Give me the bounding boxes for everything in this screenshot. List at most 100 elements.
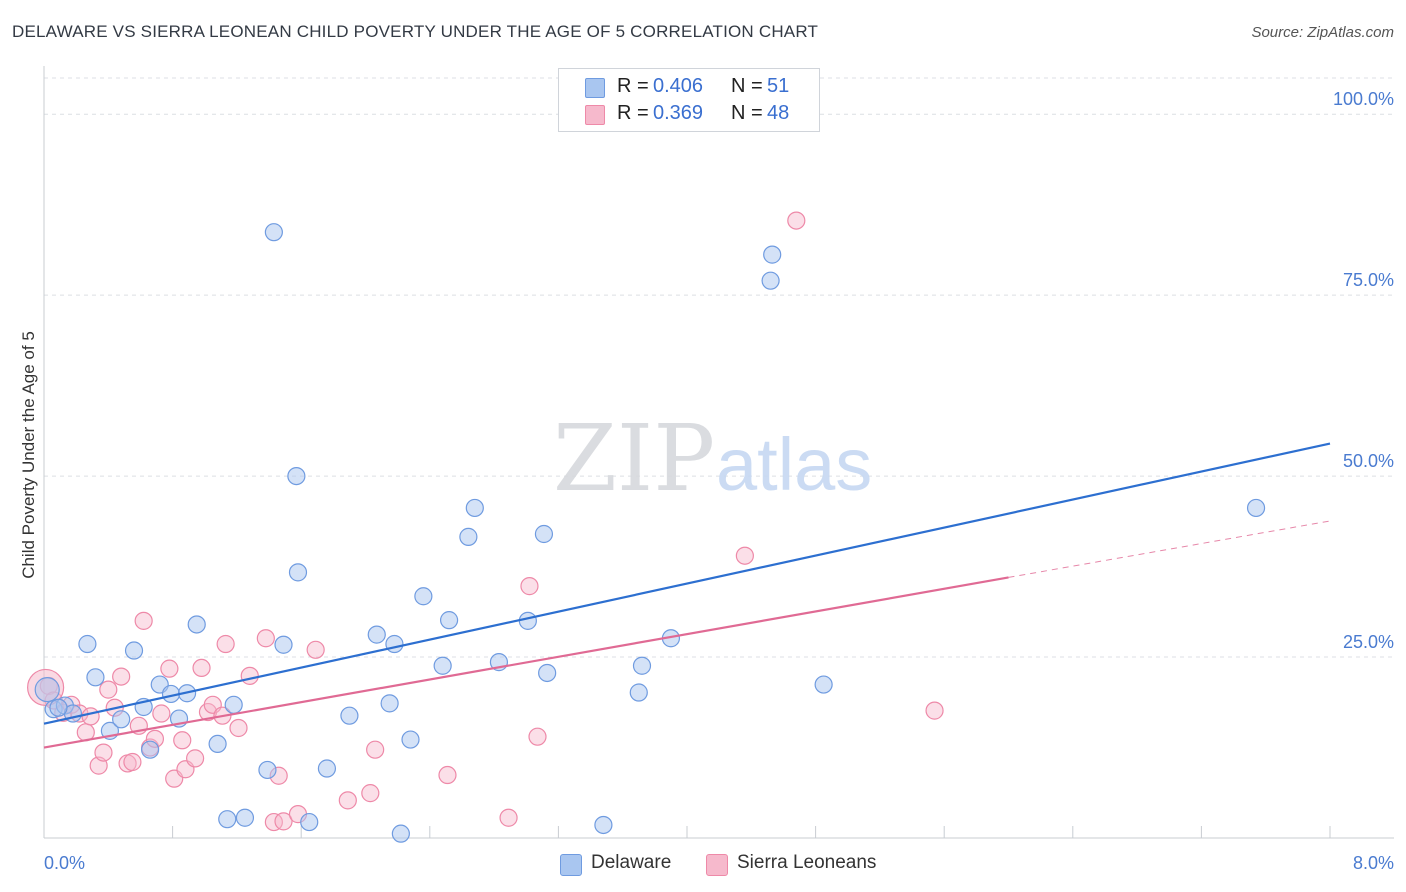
data-point-delaware bbox=[763, 245, 782, 264]
data-point-delaware bbox=[439, 611, 459, 630]
legend-swatch-sierra-leoneans bbox=[585, 105, 605, 125]
data-point-delaware bbox=[287, 466, 306, 486]
data-point-delaware bbox=[258, 760, 277, 780]
legend-r-label: R = bbox=[617, 75, 649, 97]
data-point-sierra-leoneans bbox=[499, 808, 518, 827]
data-point-sierra-leoneans bbox=[528, 727, 547, 746]
y-tick-label: 50.0% bbox=[1343, 451, 1394, 471]
data-point-sierra-leoneans bbox=[787, 211, 806, 230]
legend-r-value: 0.369 bbox=[653, 102, 704, 124]
data-point-sierra-leoneans bbox=[99, 680, 118, 699]
data-point-sierra-leoneans bbox=[94, 743, 113, 762]
tick-labels: 25.0% 50.0% 75.0% 100.0% 0.0% 8.0% bbox=[44, 89, 1394, 873]
data-point-sierra-leoneans bbox=[152, 704, 171, 723]
data-point-delaware bbox=[34, 677, 60, 703]
axes bbox=[43, 66, 1394, 839]
data-point-delaware bbox=[538, 663, 557, 683]
y-tick-label: 100.0% bbox=[1333, 89, 1394, 109]
data-point-delaware bbox=[391, 824, 410, 843]
legend-r-label: R = bbox=[617, 102, 649, 124]
chart-title: DELAWARE VS SIERRA LEONEAN CHILD POVERTY… bbox=[12, 22, 819, 41]
data-point-delaware bbox=[814, 675, 833, 694]
legend-n-label: N = bbox=[731, 75, 763, 97]
bottom-legend-label: Sierra Leoneans bbox=[737, 852, 877, 873]
data-point-delaware bbox=[1246, 498, 1266, 518]
bottom-legend-swatch-sierra-leoneans bbox=[706, 854, 728, 876]
data-point-delaware bbox=[414, 587, 433, 606]
data-point-sierra-leoneans bbox=[306, 640, 325, 659]
data-point-sierra-leoneans bbox=[438, 765, 457, 785]
data-point-sierra-leoneans bbox=[81, 707, 100, 726]
legend-r-value: 0.406 bbox=[653, 75, 704, 97]
source-label: Source: ZipAtlas.com bbox=[1251, 24, 1394, 41]
trend-line-delaware bbox=[43, 442, 1331, 725]
data-point-sierra-leoneans bbox=[366, 740, 385, 759]
data-point-delaware bbox=[433, 656, 452, 675]
data-point-delaware bbox=[594, 815, 613, 835]
data-point-sierra-leoneans bbox=[112, 667, 131, 686]
legend-n-value: 51 bbox=[767, 75, 790, 97]
grid-lines bbox=[44, 77, 1394, 658]
data-point-delaware bbox=[380, 694, 399, 713]
data-point-delaware bbox=[761, 271, 780, 290]
data-point-sierra-leoneans bbox=[160, 659, 179, 678]
x-tick-label: 8.0% bbox=[1353, 853, 1394, 873]
data-point-delaware bbox=[187, 615, 206, 634]
data-point-delaware bbox=[534, 524, 554, 544]
data-point-sierra-leoneans bbox=[338, 791, 357, 810]
legend-row-delaware: R = 0.406 N = 51 bbox=[559, 75, 819, 101]
data-point-sierra-leoneans bbox=[123, 752, 142, 772]
legend-row-sierra-leoneans: R = 0.369 N = 48 bbox=[559, 102, 819, 128]
data-point-delaware bbox=[465, 498, 484, 518]
data-point-delaware bbox=[235, 808, 255, 827]
data-point-sierra-leoneans bbox=[925, 701, 944, 720]
bottom-legend: Delaware Sierra Leoneans bbox=[0, 852, 1406, 878]
data-point-delaware bbox=[401, 730, 420, 749]
data-point-sierra-leoneans bbox=[274, 812, 293, 831]
watermark: ZIP atlas bbox=[553, 405, 872, 512]
data-point-delaware bbox=[518, 611, 537, 630]
data-point-sierra-leoneans bbox=[192, 658, 211, 678]
legend-n-value: 48 bbox=[767, 102, 790, 124]
data-point-delaware bbox=[264, 223, 283, 242]
data-point-delaware bbox=[367, 625, 386, 644]
y-axis-title: Child Poverty Under the Age of 5 bbox=[19, 331, 38, 579]
data-point-sierra-leoneans bbox=[361, 784, 380, 803]
watermark-atlas: atlas bbox=[716, 423, 872, 506]
data-point-sierra-leoneans bbox=[216, 634, 235, 654]
trend-line-sierra-leoneans bbox=[43, 576, 1009, 749]
data-point-sierra-leoneans bbox=[134, 611, 153, 630]
y-tick-label: 25.0% bbox=[1343, 632, 1394, 652]
data-point-delaware bbox=[288, 563, 308, 582]
data-point-delaware bbox=[140, 740, 160, 759]
data-point-delaware bbox=[86, 668, 105, 687]
data-point-delaware bbox=[112, 710, 131, 729]
data-point-delaware bbox=[340, 706, 359, 725]
data-point-delaware bbox=[218, 810, 237, 829]
legend-n-label: N = bbox=[731, 102, 763, 124]
data-point-sierra-leoneans bbox=[229, 718, 248, 738]
data-point-delaware bbox=[124, 641, 144, 660]
data-point-sierra-leoneans bbox=[240, 666, 259, 685]
data-point-sierra-leoneans bbox=[173, 731, 192, 750]
series-delaware bbox=[34, 223, 1266, 843]
data-point-delaware bbox=[274, 635, 293, 654]
data-point-sierra-leoneans bbox=[256, 629, 275, 648]
bottom-legend-swatch-delaware bbox=[560, 854, 582, 876]
data-point-delaware bbox=[385, 634, 404, 654]
series-sierra-leoneans bbox=[27, 211, 944, 832]
data-point-delaware bbox=[78, 634, 97, 654]
data-point-delaware bbox=[49, 698, 68, 717]
x-tick-label: 0.0% bbox=[44, 853, 85, 873]
trend-lines bbox=[43, 442, 1331, 749]
data-point-delaware bbox=[317, 759, 337, 778]
data-point-delaware bbox=[459, 527, 478, 546]
data-point-delaware bbox=[632, 656, 652, 675]
legend-swatch-delaware bbox=[585, 78, 605, 98]
watermark-zip: ZIP bbox=[553, 405, 715, 512]
data-point-sierra-leoneans bbox=[264, 812, 283, 832]
data-point-delaware bbox=[300, 812, 319, 832]
data-point-sierra-leoneans bbox=[186, 749, 205, 768]
legend: R = 0.406 N = 51 R = 0.369 N = 48 bbox=[558, 68, 820, 132]
